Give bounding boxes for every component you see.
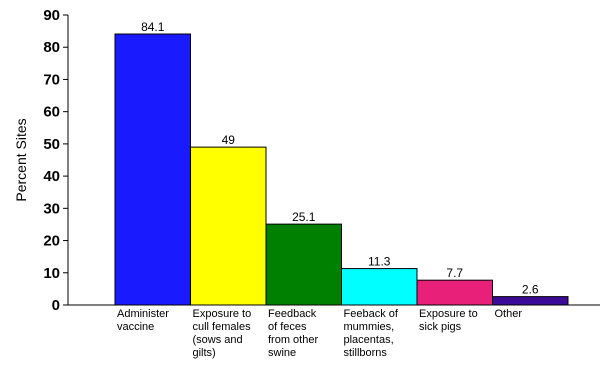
bar bbox=[114, 33, 191, 306]
data-label: 25.1 bbox=[292, 210, 316, 224]
bar bbox=[265, 223, 342, 306]
y-tick-label: 30 bbox=[43, 200, 60, 217]
data-label: 7.7 bbox=[446, 266, 463, 280]
bars bbox=[114, 33, 569, 306]
data-labels: 84.1 49 25.1 11.3 7.7 2.6 bbox=[141, 20, 539, 297]
x-tick-label: sick pigs bbox=[419, 321, 462, 333]
x-tick-label: of feces bbox=[268, 321, 307, 333]
x-tick-label: mummies, bbox=[344, 321, 395, 333]
y-tick-label: 20 bbox=[43, 233, 60, 250]
x-tick-label: stillborns bbox=[344, 347, 388, 359]
x-tick-label: Exposure to bbox=[419, 308, 478, 320]
y-tick-label: 10 bbox=[43, 265, 60, 282]
bar bbox=[416, 279, 493, 306]
y-tick-label: 90 bbox=[43, 7, 60, 24]
y-tick-label: 50 bbox=[43, 136, 60, 153]
data-label: 11.3 bbox=[368, 255, 391, 269]
bar bbox=[341, 268, 418, 306]
data-label: 49 bbox=[222, 133, 236, 147]
x-tick-label: Other bbox=[495, 308, 523, 320]
bar bbox=[190, 146, 267, 306]
data-label: 84.1 bbox=[141, 20, 165, 34]
y-tick-label: 40 bbox=[43, 168, 60, 185]
y-tick-label: 80 bbox=[43, 39, 60, 56]
x-tick-label: Feedback bbox=[268, 308, 317, 320]
y-axis-ticks: 0 10 20 30 40 50 60 70 80 90 bbox=[43, 7, 68, 314]
y-tick-label: 60 bbox=[43, 104, 60, 121]
x-tick-label: vaccine bbox=[117, 321, 154, 333]
x-tick-label: Administer bbox=[117, 308, 169, 320]
x-tick-label: Feeback of bbox=[344, 308, 399, 320]
y-tick-label: 70 bbox=[43, 71, 60, 88]
x-tick-label: placentas, bbox=[344, 334, 394, 346]
x-tick-label: swine bbox=[268, 347, 296, 359]
bar bbox=[492, 296, 569, 306]
x-tick-label: Exposure to bbox=[193, 308, 252, 320]
x-tick-label: from other bbox=[268, 334, 318, 346]
x-tick-label: cull females bbox=[193, 321, 252, 333]
y-tick-label: 0 bbox=[52, 297, 60, 314]
y-axis-title: Percent Sites bbox=[13, 118, 29, 201]
x-tick-label: gilts) bbox=[193, 347, 216, 359]
data-label: 2.6 bbox=[522, 283, 539, 297]
x-tick-label: (sows and bbox=[193, 334, 243, 346]
